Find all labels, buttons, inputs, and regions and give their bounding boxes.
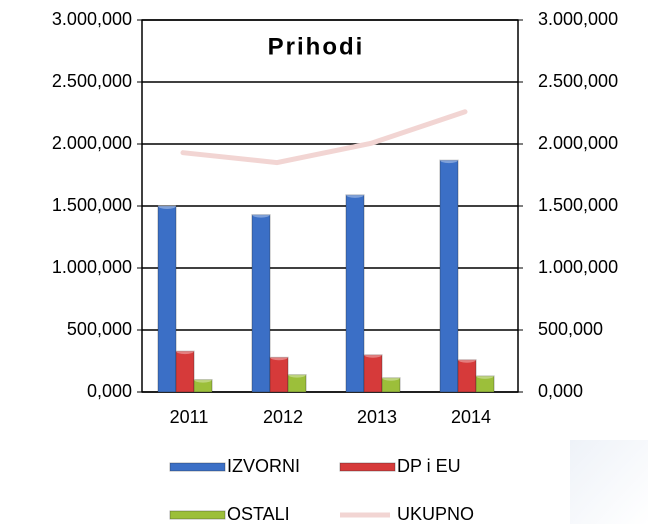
plot-frame [141,19,519,393]
x-tick-label: 2013 [357,407,397,427]
bar-top [440,157,458,164]
bar [381,377,401,393]
bar-top [194,376,212,383]
legend-swatch [169,462,226,472]
bar [269,356,289,393]
y-tick-label: 1.500,000 [52,195,132,215]
y2-tick-label: 3.000,000 [538,9,618,29]
y-tick-label: 1.000,000 [52,257,132,277]
legend-label: DP i EU [397,456,461,476]
y-tick-label: 500,000 [67,319,132,339]
bar-top [288,371,306,378]
decoration [570,440,648,524]
bar [193,379,213,393]
x-tick-label: 2011 [170,407,209,427]
y2-tick-label: 1.000,000 [538,257,618,277]
bar [345,194,365,393]
bar-top [270,354,288,361]
y2-tick-label: 500,000 [538,319,603,339]
bar [287,374,307,393]
y2-tick-label: 0,000 [538,381,583,401]
y-tick-label: 0,000 [87,381,132,401]
legend-swatch [339,462,396,472]
bar [157,205,177,393]
bar-top [382,374,400,381]
y-tick-label: 2.500,000 [52,71,132,91]
bar [363,354,383,393]
legend-label: OSTALI [227,504,290,524]
bar-top [176,348,194,355]
bar-top [158,203,176,209]
bar [439,159,459,393]
chart-title: Prihodi [268,33,365,60]
title-box [237,28,395,68]
x-tick-label: 2014 [451,407,491,427]
bar [251,214,271,393]
y2-tick-label: 2.500,000 [538,71,618,91]
bar [175,350,195,393]
y2-tick-label: 1.500,000 [538,195,618,215]
bar-top [346,191,364,198]
y-tick-label: 3.000,000 [52,9,132,29]
legend-label: IZVORNI [227,456,300,476]
legend-label: UKUPNO [397,504,474,524]
bar [475,375,495,393]
y-tick-label: 2.000,000 [52,133,132,153]
bar [457,359,477,393]
y2-tick-label: 2.000,000 [538,133,618,153]
x-tick-label: 2012 [263,407,303,427]
legend-swatch [169,510,226,520]
bar-top [364,351,382,358]
bar-top [458,356,476,363]
bar-top [252,211,270,218]
bar-top [476,372,494,379]
line [180,109,468,166]
